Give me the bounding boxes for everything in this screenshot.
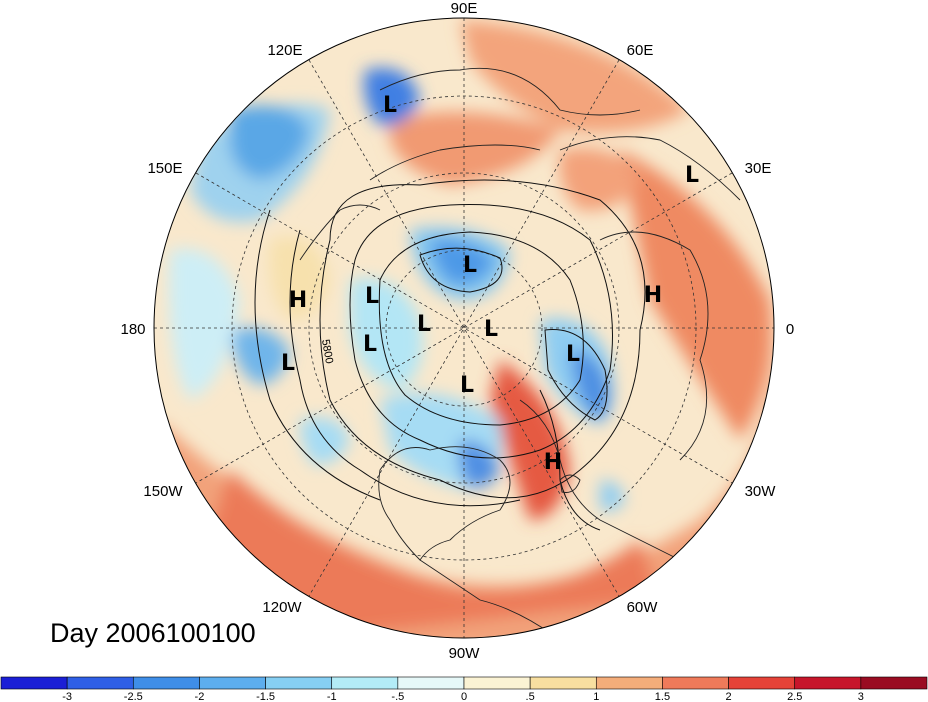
colorbar-tick-label: .5 [526,691,535,702]
colorbar: -3 -2.5 -2 -1.5 -1 -.5 0 .5 1 1.5 2 2.5 3 [0,676,928,702]
colorbar-swatch [132,676,200,690]
colorbar-swatch [728,676,796,690]
lon-label-60w: 60W [627,599,659,616]
colorbar-tick-label: -1.5 [256,691,275,702]
lon-label-150e: 150E [147,160,182,177]
low-bering: L [365,284,379,309]
lon-label-180: 180 [120,321,145,338]
coastlines [299,67,741,638]
lon-label-90w: 90W [449,645,481,662]
colorbar-tick-label: -1 [327,691,337,702]
lon-label-30w: 30W [745,483,777,500]
colorbar-tick-label: -2 [195,691,205,702]
colorbar-swatch [199,676,266,690]
colorbar-swatch [595,676,663,690]
anomaly-field [154,18,774,638]
colorbar-swatch [265,676,333,690]
lon-label-90e: 90E [451,0,478,17]
high-europe: H [644,283,662,308]
low-arctic-3: L [463,253,477,278]
lon-label-0: 0 [786,321,794,338]
lon-label-120e: 120E [267,42,302,59]
low-north-pole: L [484,317,498,342]
map-title: Day 2006100100 [50,618,256,648]
colorbar-tick-label: -3 [62,691,72,702]
lon-label-30e: 30E [745,160,772,177]
colorbar-swatch [662,676,729,690]
graticule [154,18,774,638]
low-central-pacific: L [281,351,295,376]
colorbar-tick-label: 2 [726,691,732,702]
lon-label-60e: 60E [627,42,654,59]
colorbar-swatch [529,676,597,690]
height-contours [254,179,646,531]
low-middle-east: L [685,163,699,188]
colorbar-tick-label: -.5 [391,691,404,702]
colorbar-tick-label: -2.5 [124,691,143,702]
colorbar-swatch [463,676,531,690]
colorbar-tick-label: 1.5 [655,691,670,702]
colorbar-swatch [397,676,465,690]
high-north-pacific: H [289,288,307,313]
high-western-atlantic: H [544,450,562,475]
map-border [153,17,775,639]
low-hudson: L [460,373,474,398]
low-eastern-siberia: L [383,93,397,118]
colorbar-tick-label: 2.5 [787,691,802,702]
colorbar-swatch [331,676,399,690]
low-arctic-2: L [363,332,377,357]
low-arctic-1: L [417,312,431,337]
colorbar-swatch [794,676,862,690]
colorbar-swatch [860,676,928,690]
colorbar-swatch [66,676,134,690]
colorbar-swatch [0,676,68,690]
colorbar-tick-label: 0 [461,691,467,702]
colorbar-tick-label: 1 [593,691,599,702]
colorbar-tick-label: 3 [858,691,864,702]
lon-label-150w: 150W [143,483,183,500]
contour-label-5800: 5800 [319,338,335,364]
low-north-atlantic: L [566,342,580,367]
lon-label-120w: 120W [262,599,302,616]
